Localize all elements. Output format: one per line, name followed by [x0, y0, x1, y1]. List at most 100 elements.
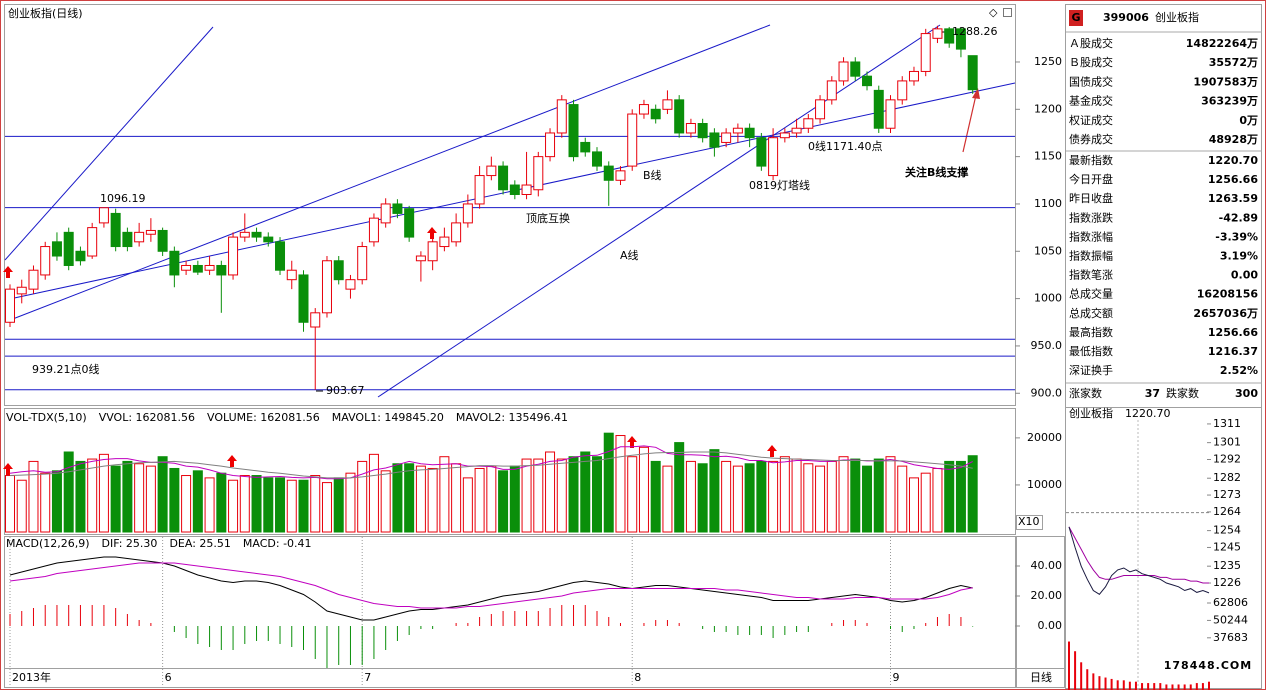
chart-title: 创业板指(日线) — [8, 6, 83, 20]
quote-label: 指数笔涨 — [1069, 268, 1113, 282]
volume-bar — [908, 477, 919, 533]
volume-bar — [251, 475, 262, 533]
candle-body — [932, 28, 943, 39]
volume-bar — [110, 465, 121, 533]
volume-bar — [662, 465, 673, 533]
volume-bar — [192, 470, 203, 533]
quote-value: 0万 — [1239, 114, 1258, 127]
volume-average — [9, 451, 973, 479]
volume-average — [9, 445, 973, 480]
y-tick-label: 1100 — [1034, 197, 1062, 210]
volume-bar — [263, 477, 274, 533]
security-name: 创业板指 — [1155, 10, 1199, 24]
volume-bar — [310, 475, 321, 533]
volume-bar — [474, 467, 485, 533]
average-line — [1068, 526, 1209, 584]
y-tick-label: 1200 — [1034, 102, 1062, 115]
y-tick-label: 62806 — [1213, 596, 1248, 609]
candle-body — [310, 312, 321, 328]
volume-bar — [803, 463, 814, 533]
y-tick-label: 1000 — [1034, 292, 1062, 305]
quote-value: 14822264万 — [1186, 37, 1258, 50]
volume-bar — [380, 470, 391, 533]
candle-body — [885, 99, 896, 129]
quote-label: 深证换手 — [1069, 363, 1113, 377]
candle-body — [110, 212, 121, 248]
candle-body — [157, 229, 168, 252]
volume-bar — [944, 460, 955, 533]
quote-label: 权证成交 — [1069, 113, 1113, 127]
annotation: 939.21点0线 — [32, 362, 100, 376]
volume-bar — [967, 455, 978, 533]
volume-bar — [732, 465, 743, 533]
candle-body — [521, 184, 532, 195]
volume-bar — [286, 479, 297, 533]
candle-body — [627, 113, 638, 167]
y-tick-label: 1150 — [1034, 150, 1062, 163]
candle-body — [615, 170, 626, 181]
y-tick-label: 1050 — [1034, 244, 1062, 257]
y-tick-label: 950.0 — [1031, 339, 1063, 352]
annotation: A线 — [620, 248, 639, 262]
legend-item: MAVOL2: 135496.41 — [456, 411, 568, 424]
quote-label: 总成交额 — [1069, 306, 1113, 320]
volume-bar — [838, 456, 849, 533]
quote-label: 指数涨幅 — [1069, 229, 1113, 243]
candle-body — [451, 222, 462, 243]
candle-body — [357, 246, 368, 281]
candle-body — [251, 231, 262, 238]
volume-bar — [568, 456, 579, 533]
legend-item: VOL-TDX(5,10) — [6, 411, 87, 424]
intraday-last: 1220.70 — [1125, 407, 1171, 420]
candle-body — [744, 127, 755, 139]
candle-body — [392, 203, 403, 214]
annotation: 顶底互换 — [526, 211, 570, 225]
annotation: 关注B线支撑 — [905, 165, 968, 179]
quote-label: 总成交量 — [1069, 287, 1113, 301]
volume-bar — [638, 446, 649, 533]
y-tick-label: 50244 — [1213, 613, 1248, 626]
unit-label: X10 — [1018, 515, 1040, 528]
volume-bar — [321, 482, 332, 533]
candle-body — [862, 75, 873, 87]
icon[interactable] — [1003, 8, 1012, 17]
volume-bar — [826, 460, 837, 533]
y-tick-label: 1292 — [1213, 452, 1241, 465]
volume-bar — [345, 472, 356, 533]
candle-body — [321, 260, 332, 314]
candle-body — [239, 231, 250, 238]
annotation: 0线1171.40点 — [808, 139, 883, 153]
quote-value: 16208156 — [1197, 288, 1259, 301]
candle-body — [474, 175, 485, 205]
arrow-markers — [3, 227, 777, 475]
volume-panel — [4, 408, 1016, 535]
x-tick-label: 6 — [165, 671, 172, 684]
candle-body — [850, 61, 861, 77]
y-tick-label: 20.00 — [1031, 589, 1063, 602]
date-strip — [4, 668, 1016, 688]
volume-bar — [556, 458, 567, 533]
y-tick-label: 1250 — [1034, 55, 1062, 68]
volume-bar — [404, 463, 415, 533]
volume-bar — [357, 460, 368, 533]
candle-body — [98, 207, 109, 224]
volume-bar — [5, 475, 15, 533]
volume-bar — [228, 479, 239, 533]
volume-bar — [498, 470, 509, 533]
candle-body — [462, 203, 473, 224]
candle-body — [87, 227, 98, 257]
candle-body — [674, 99, 685, 134]
volume-bar — [744, 463, 755, 533]
quote-label: 指数涨跌 — [1069, 210, 1113, 224]
y-tick-label: 1282 — [1213, 471, 1241, 484]
volume-bar — [509, 465, 520, 533]
candle-body — [897, 80, 908, 101]
icon[interactable]: ◇ — [989, 6, 998, 19]
y-tick-label: 1311 — [1213, 417, 1241, 430]
candle-body — [592, 151, 602, 167]
candle-body — [533, 156, 544, 191]
candle-body — [638, 104, 649, 115]
legend-item: MACD: -0.41 — [243, 537, 312, 550]
candle-body — [368, 217, 379, 243]
quote-label: 债券成交 — [1069, 132, 1113, 146]
